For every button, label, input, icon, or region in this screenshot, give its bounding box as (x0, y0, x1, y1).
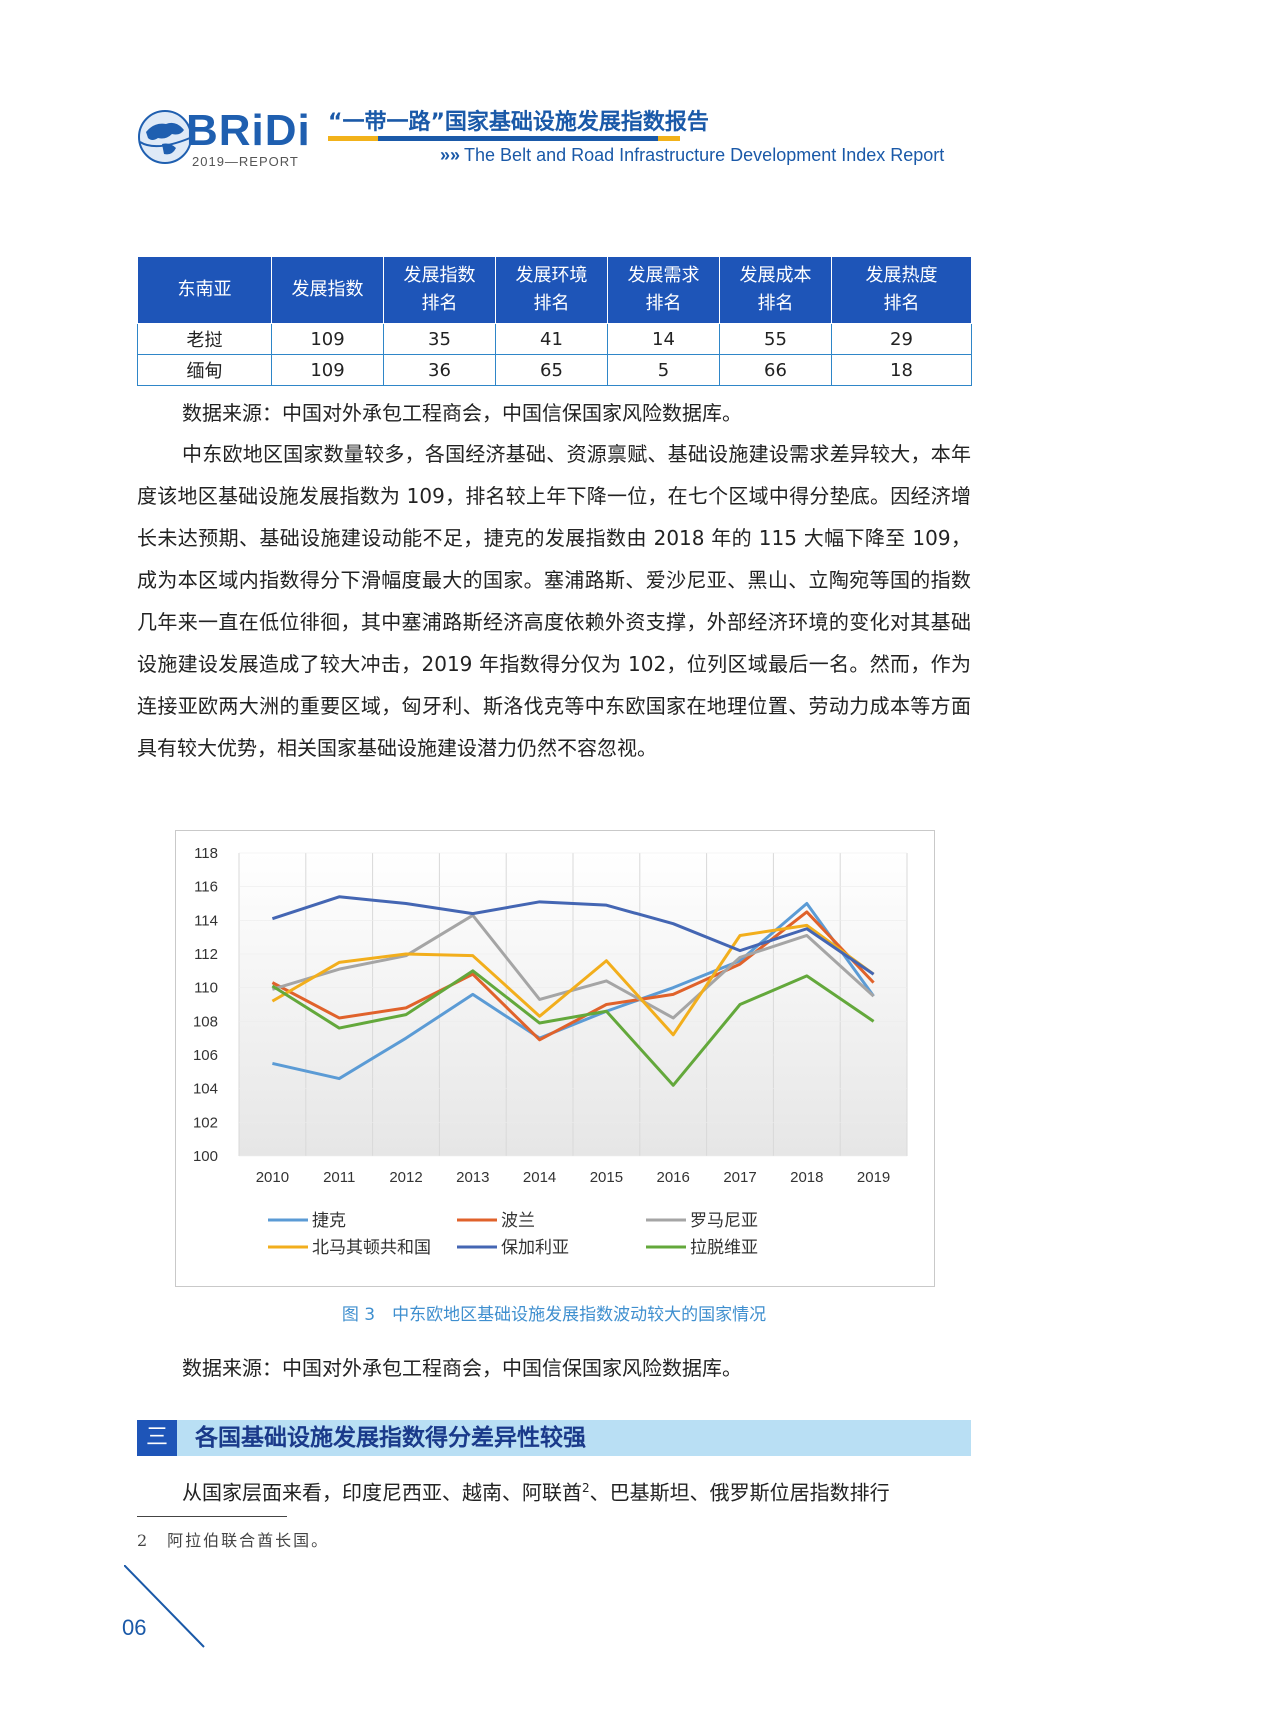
x-tick-label: 2015 (590, 1169, 623, 1186)
header-cell: 发展环境 排名 (495, 256, 608, 324)
logo-text: BRiDi (186, 106, 311, 155)
chevrons-icon: »» (440, 145, 461, 165)
chart-canvas: 100 102 104 106 108 110 112 114 116 118 2010 2011 2… (193, 845, 908, 1258)
section-number: 三 (137, 1420, 177, 1456)
series-line (271, 923, 875, 1037)
header-cell: 发展热度 排名 (831, 256, 972, 324)
table-cell: 41 (495, 323, 608, 355)
legend-label: 捷克 (312, 1211, 346, 1231)
table-cell: 36 (383, 354, 496, 386)
y-tick-label: 106 (193, 1047, 218, 1064)
source-note: 数据来源：中国对外承包工程商会，中国信保国家风险数据库。 (182, 1356, 742, 1380)
page-header: BRiDi 2019—REPORT “一带一路”国家基础设施发展指数报告 »» T… (0, 0, 1276, 180)
table-row: 缅甸 109 36 65 5 66 18 (137, 354, 972, 386)
y-tick-label: 110 (194, 980, 218, 997)
series-line (271, 969, 875, 1087)
title-underline (328, 136, 680, 141)
bridi-logo: BRiDi 2019—REPORT (136, 100, 310, 170)
report-title-en: »» The Belt and Road Infrastructure Devel… (440, 145, 944, 166)
table-header-row: 东南亚 发展指数 发展指数 排名 发展环境 排名 发展需求 排名 发展成本 排名 发展热… (137, 256, 972, 324)
table-cell: 109 (271, 323, 384, 355)
series-line (272, 902, 875, 1081)
x-tick-label: 2018 (790, 1169, 823, 1186)
header-cell: 发展成本 排名 (719, 256, 832, 324)
source-note: 数据来源：中国对外承包工程商会，中国信保国家风险数据库。 (182, 401, 742, 425)
table-cell: 缅甸 (137, 354, 272, 386)
y-tick-label: 118 (194, 845, 218, 862)
y-tick-label: 100 (193, 1148, 218, 1165)
body-paragraph: 从国家层面来看，印度尼西亚、越南、阿联酋2、巴基斯坦、俄罗斯位居指数排行 (182, 1467, 972, 1514)
y-tick-label: 104 (193, 1081, 218, 1098)
report-title-cn: “一带一路”国家基础设施发展指数报告 (328, 110, 709, 135)
series-line (271, 895, 875, 976)
y-tick-label: 108 (193, 1013, 218, 1030)
body-paragraph: 中东欧地区国家数量较多，各国经济基础、资源禀赋、基础设施建设需求差异较大，本年度… (137, 442, 971, 760)
series-line (271, 910, 875, 1042)
table-cell: 老挝 (137, 323, 272, 355)
x-tick-label: 2011 (323, 1169, 355, 1186)
logo-subtitle: 2019—REPORT (192, 154, 299, 169)
x-tick-label: 2016 (657, 1169, 690, 1186)
y-tick-label: 114 (194, 912, 218, 929)
table-cell: 55 (719, 323, 832, 355)
section-title: 各国基础设施发展指数得分差异性较强 (195, 1425, 586, 1451)
footnote-divider (137, 1516, 287, 1517)
header-cell: 发展需求 排名 (607, 256, 720, 324)
globe-icon (138, 110, 192, 164)
table-cell: 14 (607, 323, 720, 355)
footnote-ref: 2 (582, 1481, 590, 1495)
legend-label: 保加利亚 (501, 1238, 569, 1258)
legend-label: 波兰 (501, 1211, 535, 1231)
y-tick-label: 116 (194, 879, 218, 896)
x-tick-label: 2013 (456, 1169, 489, 1186)
paragraph-text: 从国家层面来看，印度尼西亚、越南、阿联酋 (182, 1480, 582, 1505)
page-number: 06 (122, 1615, 147, 1640)
southeast-asia-table: 东南亚 发展指数 发展指数 排名 发展环境 排名 发展需求 排名 发展成本 排名 发展热… (137, 256, 972, 386)
legend-label: 罗马尼亚 (690, 1211, 758, 1231)
table-cell: 65 (495, 354, 608, 386)
table-cell: 5 (607, 354, 720, 386)
table-row: 老挝 109 35 41 14 55 29 (137, 323, 972, 355)
table-cell: 35 (383, 323, 496, 355)
header-cell: 发展指数 排名 (383, 256, 496, 324)
y-tick-label: 102 (193, 1114, 218, 1131)
report-title-en-text: The Belt and Road Infrastructure Develop… (464, 145, 945, 165)
table-cell: 18 (831, 354, 972, 386)
legend-label: 拉脱维亚 (690, 1238, 758, 1258)
x-tick-label: 2012 (389, 1169, 422, 1186)
legend-label: 北马其顿共和国 (312, 1238, 431, 1258)
table-cell: 66 (719, 354, 832, 386)
header-cell: 发展指数 (271, 256, 384, 324)
line-chart: 100 102 104 106 108 110 112 114 116 118 2010 2011 2… (175, 830, 935, 1287)
figure-caption: 图 3 中东欧地区基础设施发展指数波动较大的国家情况 (341, 1305, 767, 1325)
page-corner-decoration (124, 1565, 205, 1648)
header-cell: 东南亚 (137, 256, 272, 324)
table-cell: 29 (831, 323, 972, 355)
y-tick-label: 112 (194, 946, 218, 963)
table-cell: 109 (271, 354, 384, 386)
section-heading: 三 各国基础设施发展指数得分差异性较强 (137, 1420, 971, 1456)
x-tick-label: 2017 (723, 1169, 756, 1186)
x-tick-label: 2014 (523, 1169, 556, 1186)
paragraph-text: 、巴基斯坦、俄罗斯位居指数排行 (589, 1480, 890, 1505)
x-tick-label: 2019 (857, 1169, 890, 1186)
x-tick-label: 2010 (256, 1169, 289, 1186)
footnote: 2 阿拉伯联合酋长国。 (137, 1531, 330, 1550)
